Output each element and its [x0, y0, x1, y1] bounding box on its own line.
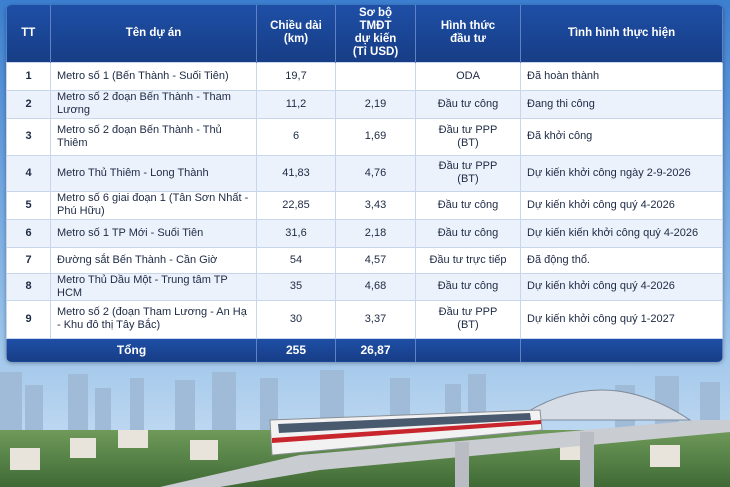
cell: 22,85 — [256, 190, 336, 220]
total-length: 255 — [256, 337, 336, 362]
cell: 30 — [256, 299, 336, 339]
metro-table: TT Tên dự án Chiều dài (km) Sơ bộ TMĐT dự k… — [6, 5, 723, 362]
total-investment: 26,87 — [335, 337, 416, 362]
cell: 7 — [6, 246, 51, 274]
table-row: 2 Metro số 2 đoạn Bến Thành - Tham Lương 1… — [6, 89, 723, 119]
train-windows — [278, 413, 531, 433]
total-empty — [520, 337, 723, 362]
cell: 3,43 — [335, 190, 416, 220]
cell: Đầu tư công — [415, 272, 521, 301]
cell: Dự kiến khởi công ngày 2-9-2026 — [520, 154, 723, 192]
cell: 54 — [256, 246, 336, 274]
cell: Đầu tư trực tiếp — [415, 246, 521, 274]
cell: 4,57 — [335, 246, 416, 274]
cell: Metro số 2 (đoạn Tham Lương - An Hạ - Kh… — [50, 299, 257, 339]
cell: Dự kiến khởi công quý 4-2026 — [520, 190, 723, 220]
cell: Đã động thổ. — [520, 246, 723, 274]
cell: Metro số 2 đoạn Bến Thành - Tham Lương — [50, 89, 257, 119]
header-cell: Sơ bộ TMĐT dự kiến (Tỉ USD) — [335, 5, 416, 62]
cell: 8 — [6, 272, 51, 301]
header-cell: TT — [6, 5, 51, 62]
header-cell: Tình hình thực hiện — [520, 5, 723, 62]
cell: Đầu tư PPP (BT) — [415, 154, 521, 192]
cell: 6 — [6, 218, 51, 248]
cell: 41,83 — [256, 154, 336, 192]
cell: 19,7 — [256, 61, 336, 91]
cell: 4,76 — [335, 154, 416, 192]
total-label: Tổng — [6, 337, 257, 362]
table-row: 9 Metro số 2 (đoạn Tham Lương - An Hạ - K… — [6, 299, 723, 339]
cell: 11,2 — [256, 89, 336, 119]
cell: 5 — [6, 190, 51, 220]
table-row: 3 Metro số 2 đoạn Bến Thành - Thủ Thiêm 6 1… — [6, 117, 723, 156]
cell: 1,69 — [335, 117, 416, 156]
cell: 9 — [6, 299, 51, 339]
cell: Đang thi công — [520, 89, 723, 119]
pillar — [580, 432, 594, 487]
table-row: 7 Đường sắt Bến Thành - Cần Giờ 54 4,57 Đầu … — [6, 246, 723, 274]
cell: Đường sắt Bến Thành - Cần Giờ — [50, 246, 257, 274]
cell: Đầu tư công — [415, 218, 521, 248]
cell: 3 — [6, 117, 51, 156]
table-container: TT Tên dự án Chiều dài (km) Sơ bộ TMĐT dự k… — [6, 5, 723, 362]
cell: Metro số 2 đoạn Bến Thành - Thủ Thiêm — [50, 117, 257, 156]
cell: Metro số 6 giai đoạn 1 (Tân Sơn Nhất - P… — [50, 190, 257, 220]
table-row: 8 Metro Thủ Dầu Một - Trung tâm TP HCM 35 4… — [6, 272, 723, 301]
cell: Đã khởi công — [520, 117, 723, 156]
cell: 31,6 — [256, 218, 336, 248]
cell: Dự kiến khởi công quý 4-2026 — [520, 272, 723, 301]
cell: 2,19 — [335, 89, 416, 119]
cell: ODA — [415, 61, 521, 91]
cell: Đầu tư PPP (BT) — [415, 299, 521, 339]
cell: Dự kiến khởi công quý 1-2027 — [520, 299, 723, 339]
total-empty — [415, 337, 521, 362]
cell: 1 — [6, 61, 51, 91]
cell — [335, 61, 416, 91]
train-stripe — [272, 420, 541, 443]
station-roof — [513, 389, 692, 421]
cell: 2 — [6, 89, 51, 119]
table-row: 1 Metro số 1 (Bến Thành - Suối Tiên) 19,7 O… — [6, 61, 723, 91]
cell: Đã hoàn thành — [520, 61, 723, 91]
cell: Metro Thủ Dầu Một - Trung tâm TP HCM — [50, 272, 257, 301]
cell: Metro số 1 (Bến Thành - Suối Tiên) — [50, 61, 257, 91]
cell: 4,68 — [335, 272, 416, 301]
cell: Đầu tư công — [415, 89, 521, 119]
cell: 2,18 — [335, 218, 416, 248]
header-row: TT Tên dự án Chiều dài (km) Sơ bộ TMĐT dự k… — [6, 5, 723, 62]
cell: Đầu tư PPP (BT) — [415, 117, 521, 156]
cell: Metro số 1 TP Mới - Suối Tiên — [50, 218, 257, 248]
pillar — [455, 442, 469, 487]
header-cell: Hình thức đầu tư — [415, 5, 521, 62]
cell: Dự kiến kiến khởi công quý 4-2026 — [520, 218, 723, 248]
header-cell: Tên dự án — [50, 5, 257, 62]
cell: 6 — [256, 117, 336, 156]
cell: 3,37 — [335, 299, 416, 339]
table-row: 5 Metro số 6 giai đoạn 1 (Tân Sơn Nhất - … — [6, 190, 723, 220]
cell: Đầu tư công — [415, 190, 521, 220]
table-row: 6 Metro số 1 TP Mới - Suối Tiên 31,6 2,18 Đầ… — [6, 218, 723, 248]
header-cell: Chiều dài (km) — [256, 5, 336, 62]
cell: 35 — [256, 272, 336, 301]
cell: Metro Thủ Thiêm - Long Thành — [50, 154, 257, 192]
cell: 4 — [6, 154, 51, 192]
total-row: Tổng 255 26,87 — [6, 337, 723, 362]
table-row: 4 Metro Thủ Thiêm - Long Thành 41,83 4,76 Đầ… — [6, 154, 723, 192]
